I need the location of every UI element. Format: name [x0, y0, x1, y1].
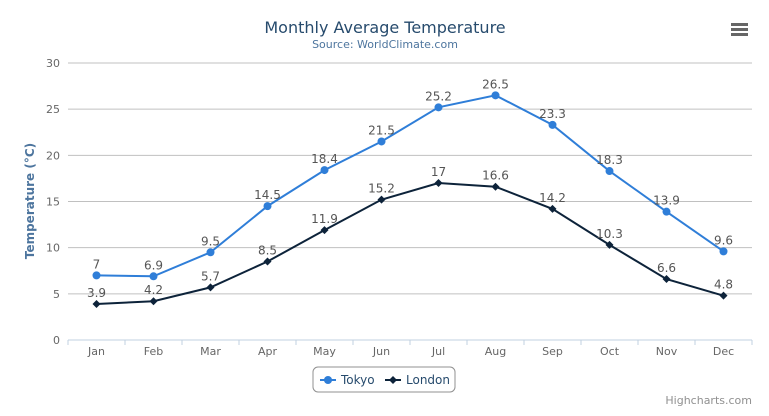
y-tick-label: 25 [46, 103, 60, 116]
x-tick-label: Apr [258, 345, 278, 358]
data-point [149, 272, 158, 281]
data-label: 13.9 [653, 194, 680, 208]
data-point [320, 226, 329, 235]
data-point [719, 291, 728, 300]
y-tick-label: 30 [46, 57, 60, 70]
x-tick-label: Mar [200, 345, 221, 358]
data-point [206, 248, 215, 257]
data-point [605, 167, 614, 176]
circle-marker-icon [324, 376, 332, 384]
data-label: 15.2 [368, 182, 395, 196]
data-label: 14.5 [254, 188, 281, 202]
data-point [92, 299, 101, 308]
x-tick-label: Jan [87, 345, 105, 358]
data-point [206, 283, 215, 292]
data-label: 23.3 [539, 107, 566, 121]
data-point [377, 195, 386, 204]
data-label: 4.8 [714, 278, 733, 292]
data-point [491, 182, 500, 191]
x-tick-label: Nov [656, 345, 678, 358]
x-tick-label: Dec [713, 345, 734, 358]
data-label: 11.9 [311, 212, 338, 226]
data-point [719, 247, 728, 256]
data-label: 17 [431, 165, 446, 179]
data-point [434, 179, 443, 188]
series-line-london [96, 182, 724, 305]
x-tick-label: Aug [485, 345, 506, 358]
data-label: 16.6 [482, 169, 509, 183]
x-tick-label: May [313, 345, 336, 358]
data-point [662, 207, 671, 216]
data-label: 4.2 [144, 283, 163, 297]
data-point [263, 202, 272, 211]
data-point [263, 257, 272, 266]
data-label: 6.6 [657, 261, 676, 275]
data-point [377, 137, 386, 146]
legend-item-tokyo[interactable]: Tokyo [320, 373, 375, 387]
data-label: 3.9 [87, 286, 106, 300]
y-tick-label: 0 [53, 334, 60, 347]
data-label: 26.5 [482, 77, 509, 91]
series-line-tokyo [96, 94, 725, 278]
data-label: 9.6 [714, 233, 733, 247]
data-label: 7 [93, 257, 101, 271]
data-point [491, 91, 500, 100]
data-point [662, 275, 671, 284]
data-label: 6.9 [144, 258, 163, 272]
y-axis-label: Temperature (°C) [23, 143, 37, 259]
data-point [320, 166, 329, 175]
hamburger-menu-icon[interactable] [731, 23, 748, 36]
data-label: 14.2 [539, 191, 566, 205]
data-label: 10.3 [596, 227, 623, 241]
legend-label: London [406, 373, 450, 387]
chart-title: Monthly Average Temperature [264, 18, 505, 37]
x-tick-label: Feb [144, 345, 163, 358]
data-point [92, 271, 101, 280]
y-tick-label: 15 [46, 196, 60, 209]
data-point [548, 204, 557, 213]
data-point [149, 297, 158, 306]
data-point [605, 240, 614, 249]
diamond-marker-icon [389, 376, 397, 384]
y-tick-label: 5 [53, 288, 60, 301]
data-point [548, 120, 557, 129]
x-tick-label: Oct [600, 345, 620, 358]
data-label: 18.3 [596, 153, 623, 167]
legend-label: Tokyo [340, 373, 375, 387]
data-label: 9.5 [201, 234, 220, 248]
y-tick-label: 10 [46, 242, 60, 255]
data-label: 8.5 [258, 244, 277, 258]
legend: Tokyo London [312, 366, 456, 393]
data-label: 5.7 [201, 269, 220, 283]
data-label: 21.5 [368, 123, 395, 137]
credits-link[interactable]: Highcharts.com [665, 394, 752, 407]
x-tick-label: Sep [542, 345, 563, 358]
data-label: 18.4 [311, 152, 338, 166]
y-tick-label: 20 [46, 149, 60, 162]
x-tick-label: Jun [372, 345, 390, 358]
x-tick-label: Jul [431, 345, 445, 358]
data-point [434, 103, 443, 112]
legend-item-london[interactable]: London [385, 373, 450, 387]
chart-subtitle: Source: WorldClimate.com [312, 38, 458, 51]
data-label: 25.2 [425, 89, 452, 103]
